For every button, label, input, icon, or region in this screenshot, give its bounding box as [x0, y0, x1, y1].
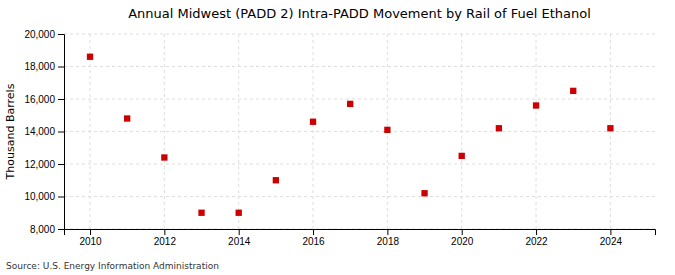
point — [161, 154, 167, 160]
tick-mark — [313, 229, 314, 235]
point — [124, 115, 130, 121]
point — [347, 101, 353, 107]
tick-label: 2010 — [79, 236, 102, 247]
tick-mark — [90, 229, 91, 235]
tick-mark — [462, 229, 463, 235]
grid-line — [64, 99, 655, 100]
tick-label: 18,000 — [24, 61, 55, 72]
tick: 12,000 — [24, 159, 64, 170]
point — [384, 127, 390, 133]
points — [87, 54, 614, 216]
tick: 2016 — [302, 229, 325, 247]
tick-label: 12,000 — [24, 159, 55, 170]
tick-mark — [58, 229, 64, 230]
tick: 2020 — [451, 229, 474, 247]
tick: 2014 — [228, 229, 251, 247]
annotation: Source: U.S. Energy Information Administ… — [6, 261, 219, 271]
tick: 20,000 — [24, 29, 64, 40]
y-axis: 8,000 10,000 12,000 14,000 16,000 18,000 20,00… — [24, 29, 64, 235]
plot: 2010 2012 2014 2016 2018 2020 2022 2024 8,000 10,… — [24, 29, 655, 247]
point — [198, 210, 204, 216]
tick-mark — [58, 99, 64, 100]
tick-label: 2024 — [600, 236, 623, 247]
point — [273, 177, 279, 183]
tick: 2012 — [154, 229, 177, 247]
tick-label: 16,000 — [24, 94, 55, 105]
title: Annual Midwest (PADD 2) Intra-PADD Movem… — [128, 6, 591, 21]
grid-line — [164, 34, 165, 229]
point — [459, 153, 465, 159]
point — [607, 125, 613, 131]
grid — [64, 34, 655, 229]
point — [570, 88, 576, 94]
tick-label: 2022 — [525, 236, 548, 247]
tick: 2024 — [600, 229, 623, 247]
tick-mark — [58, 67, 64, 68]
point — [310, 119, 316, 125]
tick-mark — [58, 132, 64, 133]
grid-line — [64, 34, 655, 35]
tick-mark — [610, 229, 611, 235]
y-axis-title: Thousand Barrels — [4, 83, 17, 180]
grid-line — [64, 131, 655, 132]
tick-mark — [239, 229, 240, 235]
tick-label: 20,000 — [24, 29, 55, 40]
chart: 2010 2012 2014 2016 2018 2020 2022 2024 8,000 10,… — [0, 0, 675, 275]
point — [421, 190, 427, 196]
tick-mark — [164, 229, 165, 235]
axis-line — [58, 35, 65, 230]
tick: 10,000 — [24, 191, 64, 202]
point — [533, 102, 539, 108]
tick-label: 2016 — [302, 236, 325, 247]
tick-mark — [387, 229, 388, 235]
tick-mark — [58, 164, 64, 165]
point — [496, 125, 502, 131]
tick-label: 2020 — [451, 236, 474, 247]
tick-label: 14,000 — [24, 126, 55, 137]
tick-label: 2012 — [154, 236, 177, 247]
tick: 2018 — [377, 229, 400, 247]
tick-mark — [58, 34, 64, 35]
tick-mark — [536, 229, 537, 235]
tick-label: 2014 — [228, 236, 251, 247]
tick: 18,000 — [24, 61, 64, 72]
point — [87, 54, 93, 60]
grid-line — [536, 34, 537, 229]
tick: 2022 — [525, 229, 548, 247]
grid-line — [64, 196, 655, 197]
tick: 8,000 — [30, 224, 64, 235]
tick-label: 8,000 — [30, 224, 55, 235]
point — [236, 210, 242, 216]
tick: 2010 — [79, 229, 102, 247]
tick-label: 10,000 — [24, 191, 55, 202]
tick: 16,000 — [24, 94, 64, 105]
x-axis: 2010 2012 2014 2016 2018 2020 2022 2024 — [65, 229, 656, 247]
tick-label: 2018 — [377, 236, 400, 247]
axis-line — [65, 230, 656, 236]
tick: 14,000 — [24, 126, 64, 137]
grid-line — [64, 66, 655, 67]
tick-mark — [58, 197, 64, 198]
grid-line — [64, 164, 655, 165]
